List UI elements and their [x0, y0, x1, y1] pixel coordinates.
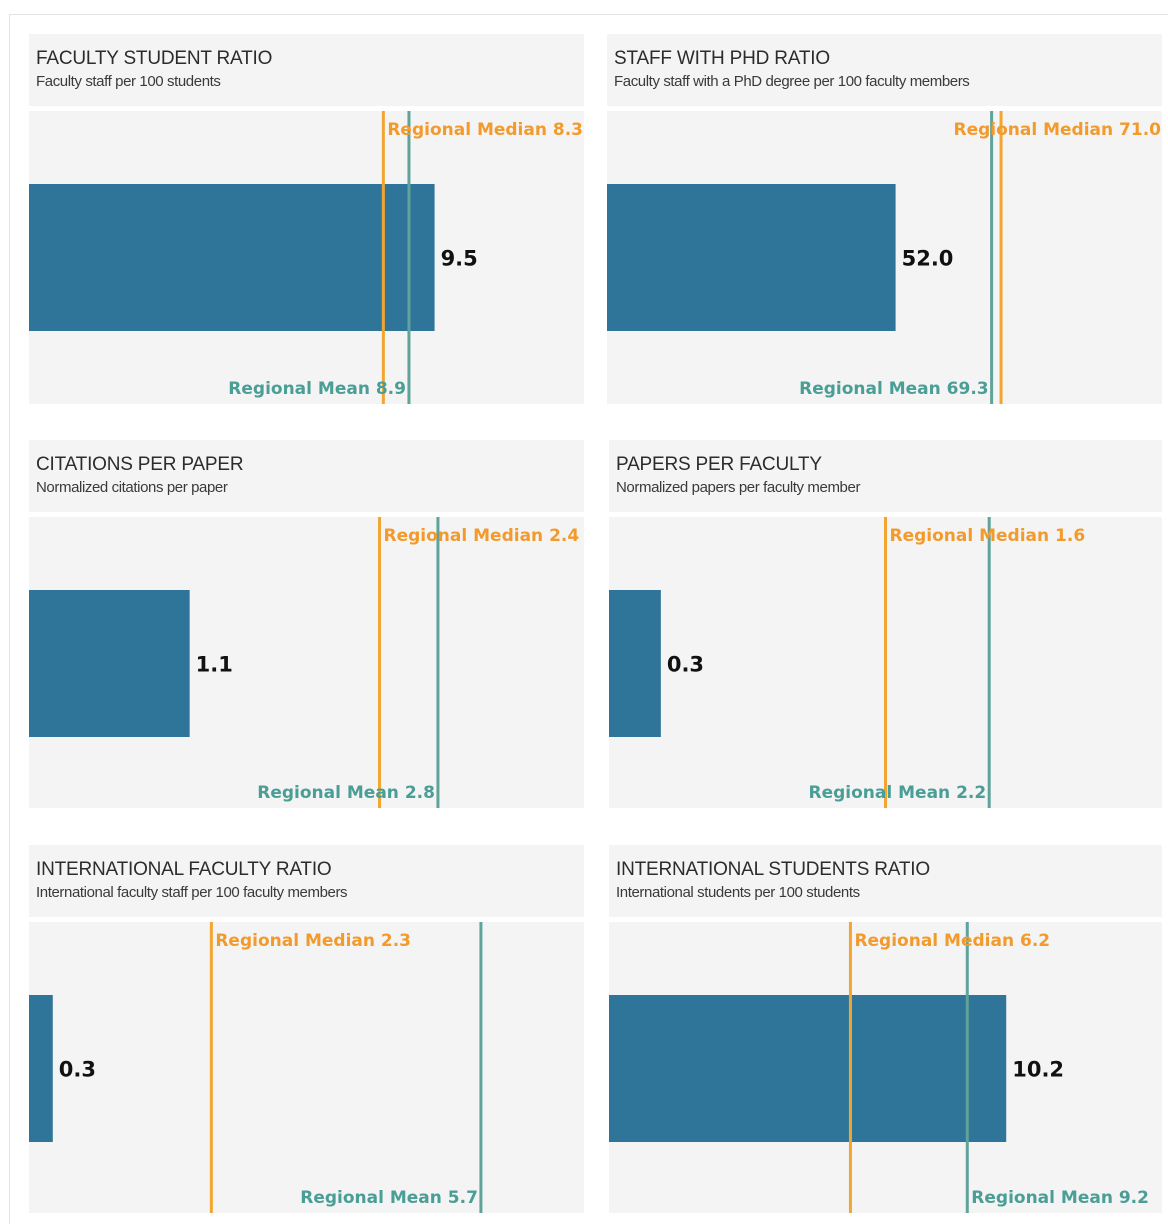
panel-subtitle: Normalized citations per paper	[36, 479, 228, 496]
panel-subtitle: International students per 100 students	[616, 884, 860, 901]
regional-mean-label: Regional Mean 8.9	[228, 379, 406, 399]
value-label: 1.1	[196, 653, 233, 677]
bar-chart: 9.5 Regional Median 8.3 Regional Mean 8.9	[29, 111, 583, 404]
panel-subtitle: Faculty staff with a PhD degree per 100 …	[614, 73, 970, 90]
value-bar	[29, 590, 190, 737]
regional-median-label: Regional Median 1.6	[890, 526, 1086, 546]
panel-header: INTERNATIONAL STUDENTS RATIO Internation…	[609, 845, 1162, 917]
panel-plot: 1.1 Regional Median 2.4 Regional Mean 2.8	[29, 517, 584, 808]
citations-per-paper-panel: CITATIONS PER PAPER Normalized citations…	[29, 440, 584, 808]
value-label: 10.2	[1012, 1058, 1064, 1082]
panel-title: CITATIONS PER PAPER	[36, 454, 244, 475]
regional-mean-label: Regional Mean 9.2	[971, 1188, 1149, 1208]
value-bar	[29, 995, 53, 1142]
international-students-ratio-panel: INTERNATIONAL STUDENTS RATIO Internation…	[609, 845, 1162, 1213]
panel-subtitle: Faculty staff per 100 students	[36, 73, 221, 90]
bar-chart: 0.3 Regional Median 1.6 Regional Mean 2.2	[609, 517, 1086, 808]
value-label: 52.0	[902, 247, 954, 271]
dashboard-frame	[9, 14, 1168, 1224]
bar-chart: 52.0 Regional Median 71.0 Regional Mean 69…	[607, 111, 1162, 404]
value-bar	[609, 995, 1007, 1142]
bar-chart: 10.2 Regional Median 6.2 Regional Mean 9.2	[609, 922, 1149, 1213]
panel-subtitle: International faculty staff per 100 facu…	[36, 884, 348, 901]
regional-mean-label: Regional Mean 2.8	[257, 783, 435, 803]
panel-header: PAPERS PER FACULTY Normalized papers per…	[609, 440, 1162, 512]
international-faculty-ratio-panel: INTERNATIONAL FACULTY RATIO Internationa…	[29, 845, 584, 1213]
faculty-student-ratio-panel: FACULTY STUDENT RATIO Faculty staff per …	[29, 34, 584, 404]
panel-plot: 10.2 Regional Median 6.2 Regional Mean 9.2	[609, 922, 1162, 1213]
staff-with-phd-ratio-panel: STAFF WITH PHD RATIO Faculty staff with …	[607, 34, 1162, 404]
bar-chart: 0.3 Regional Median 2.3 Regional Mean 5.7	[29, 922, 483, 1213]
regional-median-label: Regional Median 2.3	[215, 931, 411, 951]
papers-per-faculty-panel: PAPERS PER FACULTY Normalized papers per…	[609, 440, 1162, 808]
regional-median-label: Regional Median 71.0	[954, 120, 1162, 140]
value-bar	[29, 184, 435, 331]
panel-header: STAFF WITH PHD RATIO Faculty staff with …	[607, 34, 1162, 106]
bar-chart: 1.1 Regional Median 2.4 Regional Mean 2.8	[29, 517, 580, 808]
panel-header: INTERNATIONAL FACULTY RATIO Internationa…	[29, 845, 584, 917]
value-label: 0.3	[667, 653, 704, 677]
value-bar	[607, 184, 896, 331]
regional-mean-label: Regional Mean 5.7	[300, 1188, 478, 1208]
regional-median-label: Regional Median 8.3	[387, 120, 583, 140]
panel-subtitle: Normalized papers per faculty member	[616, 479, 861, 496]
panel-header: CITATIONS PER PAPER Normalized citations…	[29, 440, 584, 512]
value-bar	[609, 590, 661, 737]
panel-title: INTERNATIONAL STUDENTS RATIO	[616, 859, 930, 880]
panel-plot: 9.5 Regional Median 8.3 Regional Mean 8.9	[29, 111, 584, 404]
regional-mean-label: Regional Mean 2.2	[809, 783, 987, 803]
panel-title: STAFF WITH PHD RATIO	[614, 48, 830, 69]
regional-median-label: Regional Median 6.2	[854, 931, 1050, 951]
panel-title: PAPERS PER FACULTY	[616, 454, 822, 475]
value-label: 9.5	[441, 247, 478, 271]
panel-plot: 52.0 Regional Median 71.0 Regional Mean 69…	[607, 111, 1162, 404]
panel-title: INTERNATIONAL FACULTY RATIO	[36, 859, 332, 880]
panel-title: FACULTY STUDENT RATIO	[36, 48, 273, 69]
panel-plot: 0.3 Regional Median 1.6 Regional Mean 2.2	[609, 517, 1162, 808]
regional-mean-label: Regional Mean 69.3	[799, 379, 989, 399]
panel-plot: 0.3 Regional Median 2.3 Regional Mean 5.7	[29, 922, 584, 1213]
panel-header: FACULTY STUDENT RATIO Faculty staff per …	[29, 34, 584, 106]
value-label: 0.3	[59, 1058, 96, 1082]
regional-median-label: Regional Median 2.4	[384, 526, 580, 546]
